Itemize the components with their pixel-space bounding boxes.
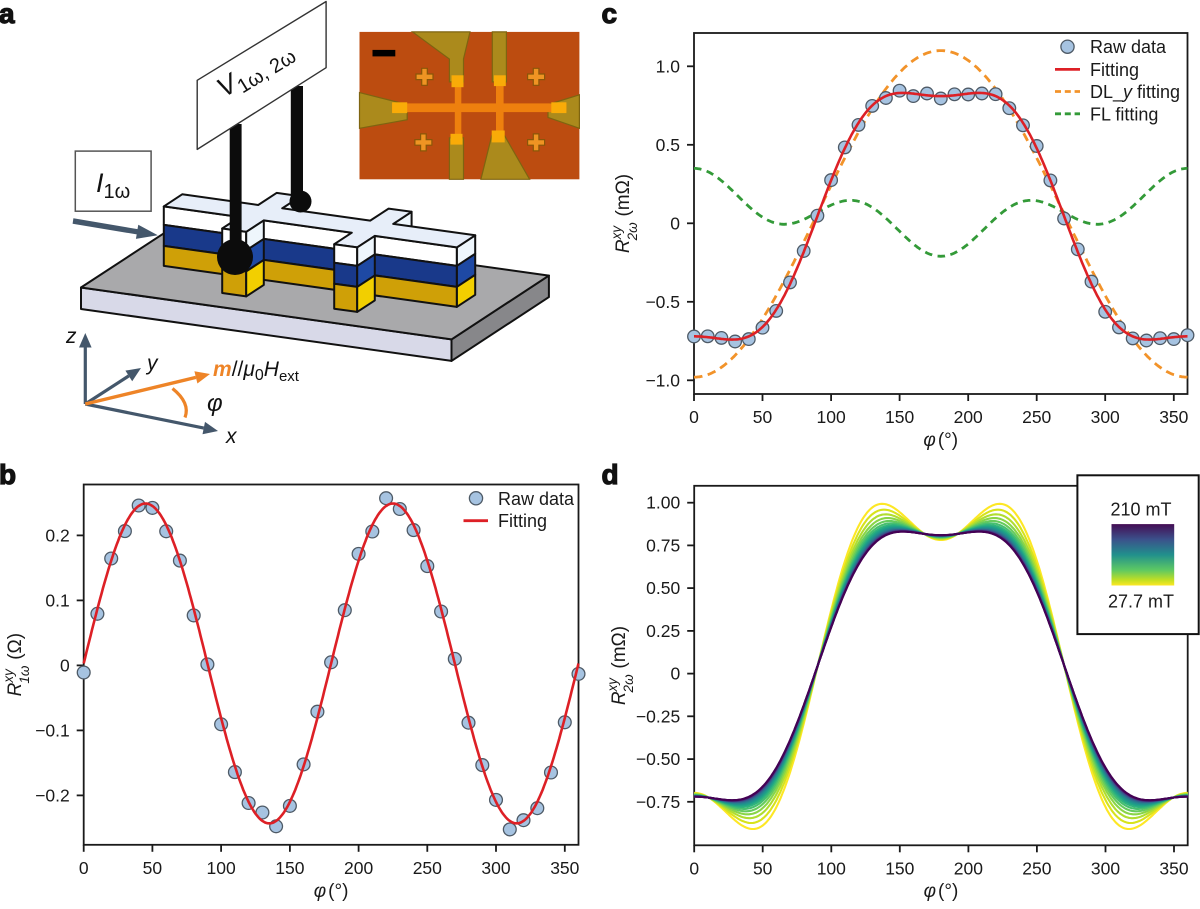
svg-text:210 mT: 210 mT bbox=[1110, 500, 1171, 520]
svg-text:50: 50 bbox=[753, 858, 773, 878]
svg-text:φ(°): φ (°) bbox=[923, 430, 958, 451]
svg-text:Raw data: Raw data bbox=[1090, 37, 1167, 57]
svg-text:y: y bbox=[145, 352, 159, 375]
svg-text:φ: φ bbox=[207, 390, 223, 417]
svg-text:0: 0 bbox=[670, 664, 680, 684]
svg-text:b: b bbox=[0, 459, 16, 490]
svg-text:100: 100 bbox=[206, 858, 235, 878]
svg-text:c: c bbox=[602, 0, 618, 29]
svg-text:Rxy2ω (mΩ): Rxy2ω (mΩ) bbox=[605, 626, 636, 705]
svg-text:0.50: 0.50 bbox=[646, 578, 680, 598]
svg-text:z: z bbox=[65, 325, 77, 348]
svg-text:50: 50 bbox=[753, 407, 773, 427]
svg-text:200: 200 bbox=[954, 407, 983, 427]
svg-text:250: 250 bbox=[1022, 858, 1051, 878]
svg-text:Rxy2ω (mΩ): Rxy2ω (mΩ) bbox=[609, 174, 640, 253]
svg-text:−0.1: −0.1 bbox=[35, 720, 70, 740]
svg-text:Fitting: Fitting bbox=[1090, 60, 1139, 80]
svg-text:0: 0 bbox=[670, 213, 680, 233]
svg-text:I1ω: I1ω bbox=[96, 168, 130, 203]
svg-text:Raw data: Raw data bbox=[498, 489, 575, 509]
svg-text:1.00: 1.00 bbox=[646, 493, 680, 513]
svg-text:300: 300 bbox=[1091, 407, 1120, 427]
svg-text:1.0: 1.0 bbox=[656, 56, 681, 76]
svg-text:250: 250 bbox=[413, 858, 442, 878]
svg-text:350: 350 bbox=[1159, 407, 1188, 427]
svg-text:−0.2: −0.2 bbox=[35, 785, 70, 805]
svg-text:150: 150 bbox=[885, 407, 914, 427]
svg-text:x: x bbox=[225, 425, 238, 448]
svg-text:−0.50: −0.50 bbox=[636, 749, 681, 769]
svg-text:−0.75: −0.75 bbox=[636, 792, 680, 812]
svg-text:100: 100 bbox=[816, 407, 845, 427]
svg-text:−0.5: −0.5 bbox=[645, 292, 680, 312]
svg-text:a: a bbox=[0, 0, 15, 29]
svg-text:−0.25: −0.25 bbox=[636, 706, 680, 726]
svg-text:300: 300 bbox=[481, 858, 510, 878]
svg-text:φ(°): φ (°) bbox=[314, 881, 349, 902]
svg-text:300: 300 bbox=[1091, 858, 1120, 878]
svg-text:DL_y fitting: DL_y fitting bbox=[1090, 82, 1180, 103]
svg-text:0.1: 0.1 bbox=[45, 590, 69, 610]
svg-text:FL fitting: FL fitting bbox=[1090, 104, 1158, 124]
svg-text:27.7 mT: 27.7 mT bbox=[1108, 592, 1174, 612]
svg-text:0.25: 0.25 bbox=[646, 621, 680, 641]
svg-text:Fitting: Fitting bbox=[498, 511, 547, 531]
svg-text:0.5: 0.5 bbox=[656, 135, 680, 155]
svg-text:Rxy1ω (Ω): Rxy1ω (Ω) bbox=[1, 633, 32, 696]
svg-text:200: 200 bbox=[954, 858, 983, 878]
svg-text:0.75: 0.75 bbox=[646, 535, 680, 555]
svg-text:250: 250 bbox=[1022, 407, 1051, 427]
svg-text:0: 0 bbox=[689, 858, 699, 878]
svg-text:150: 150 bbox=[275, 858, 304, 878]
svg-text:350: 350 bbox=[1159, 858, 1188, 878]
svg-text:0: 0 bbox=[79, 858, 89, 878]
svg-text:0: 0 bbox=[60, 655, 70, 675]
svg-text:350: 350 bbox=[550, 858, 579, 878]
svg-text:0: 0 bbox=[689, 407, 699, 427]
svg-text:φ(°): φ (°) bbox=[924, 881, 959, 902]
svg-text:200: 200 bbox=[344, 858, 373, 878]
svg-text:0.2: 0.2 bbox=[45, 525, 69, 545]
svg-text:m//μ0Hext: m//μ0Hext bbox=[213, 358, 300, 385]
svg-text:−1.0: −1.0 bbox=[645, 370, 680, 390]
svg-text:100: 100 bbox=[817, 858, 846, 878]
svg-text:d: d bbox=[602, 459, 619, 490]
svg-text:50: 50 bbox=[143, 858, 163, 878]
svg-text:150: 150 bbox=[885, 858, 914, 878]
